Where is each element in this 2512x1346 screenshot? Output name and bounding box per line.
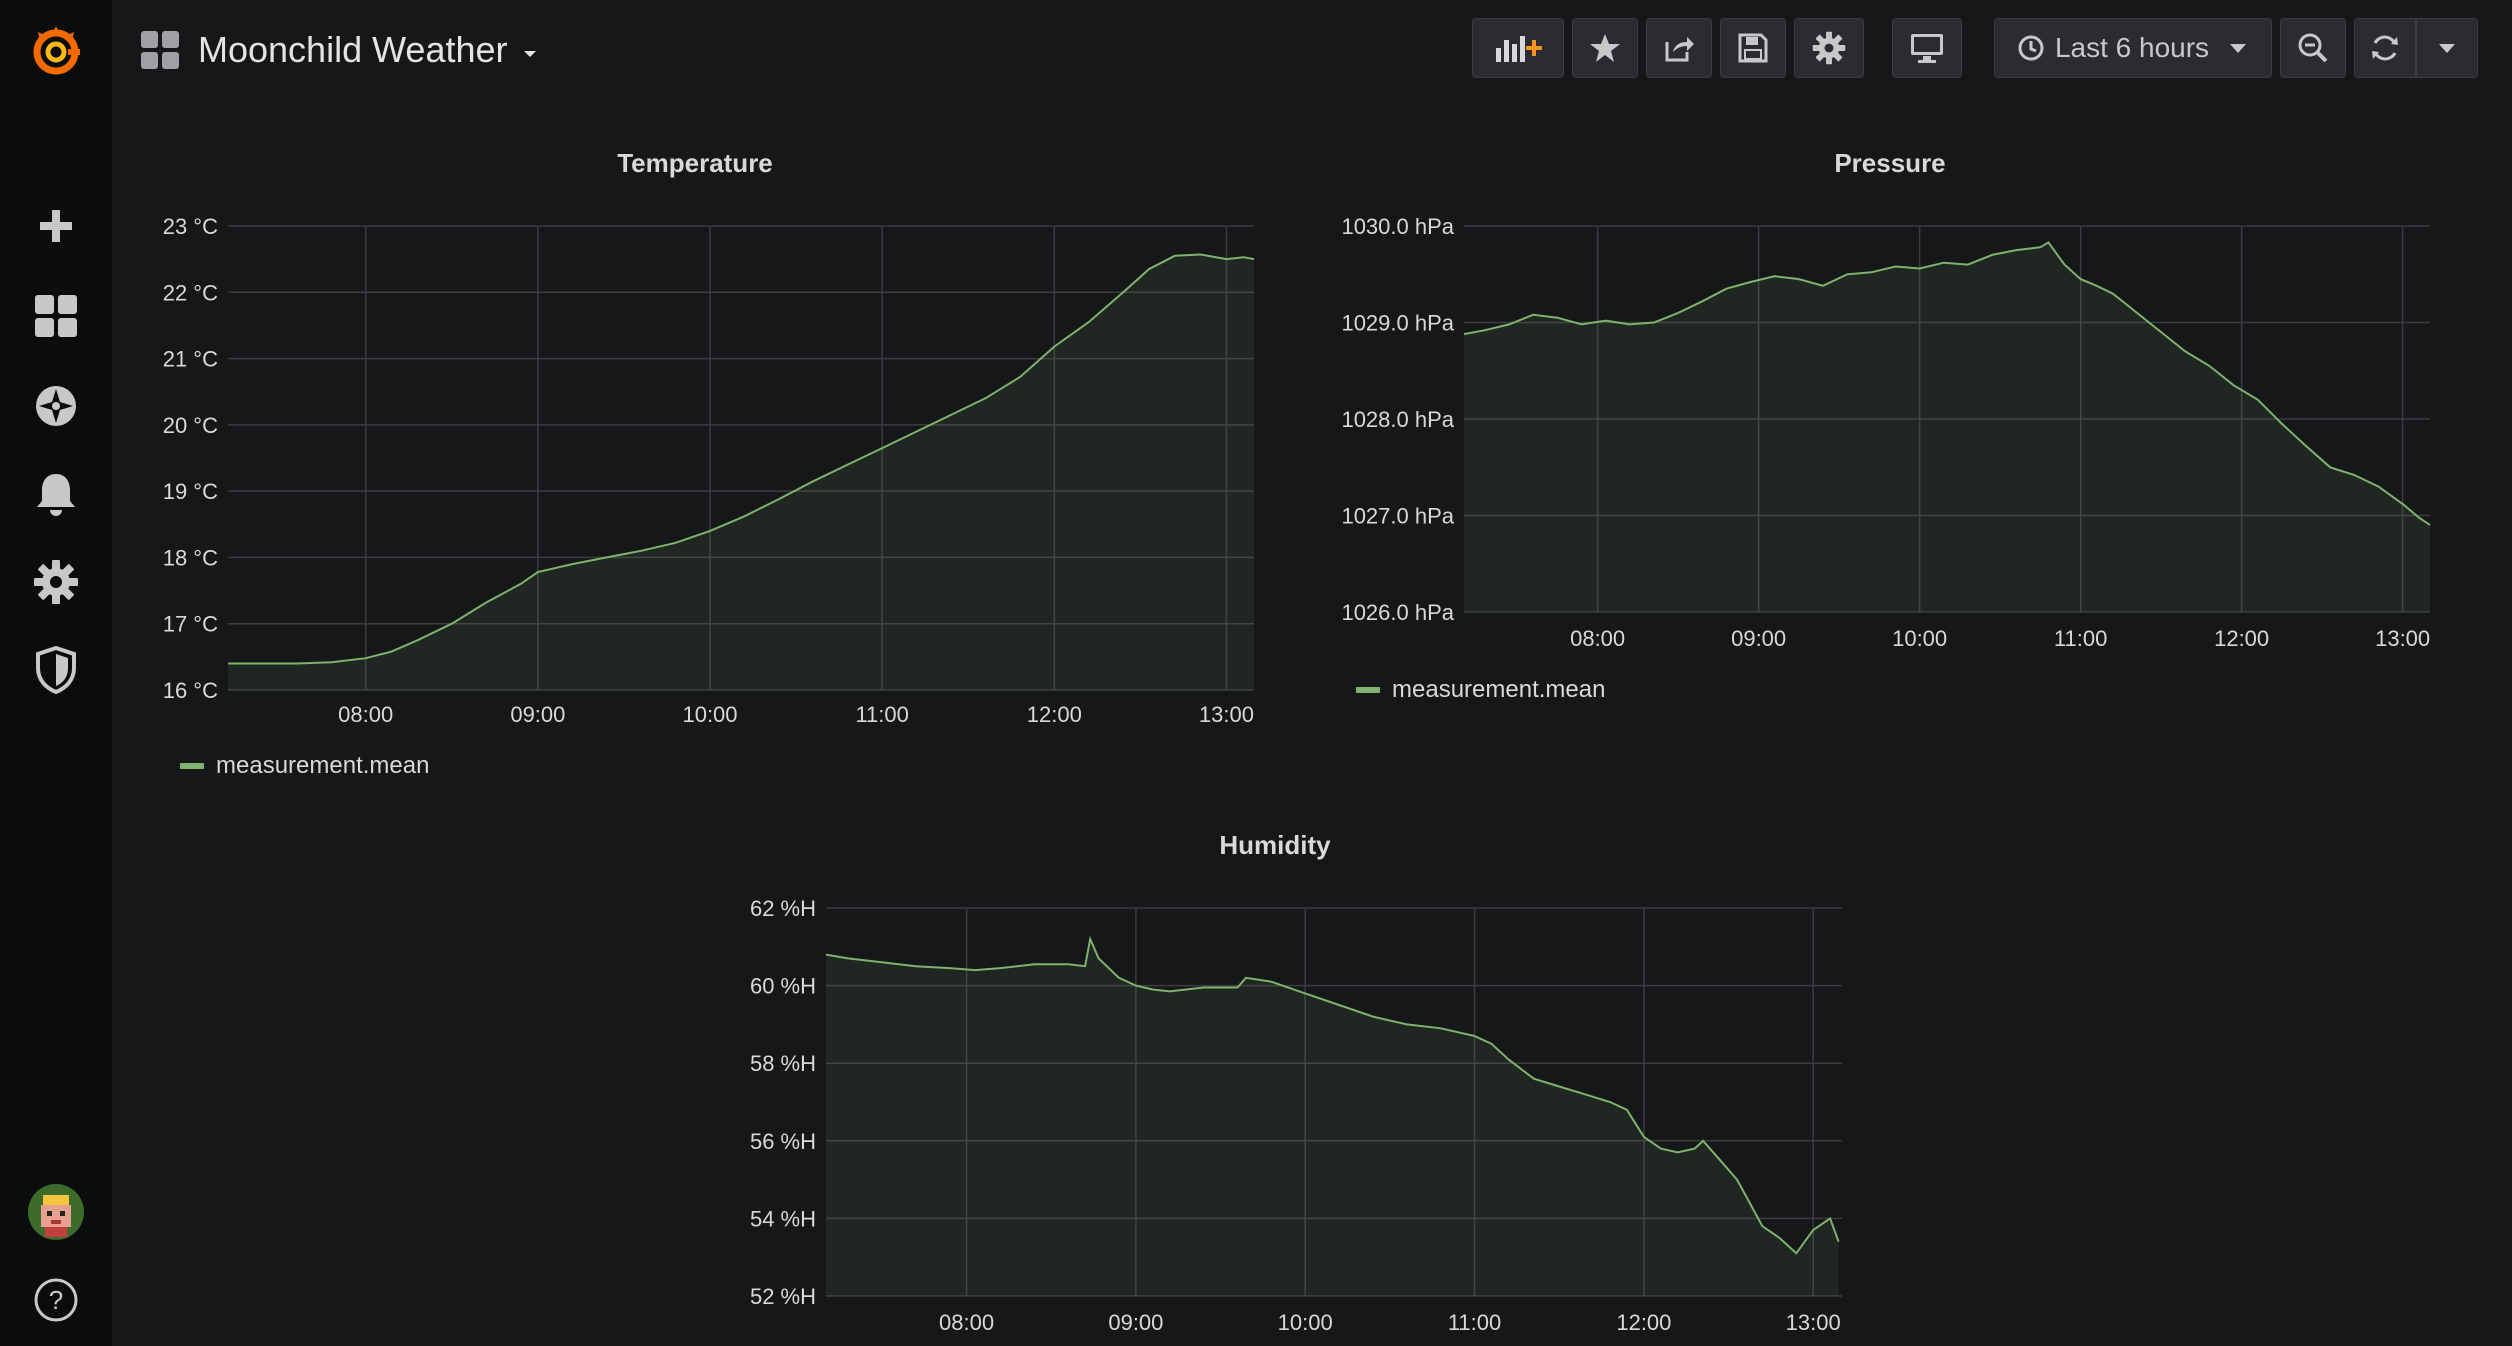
humidity-panel: Humidity 52 %H 54 %H 56 %H 58 %H 60 %H 62 %H 0… [700, 822, 1850, 1346]
tv-mode-button[interactable] [1892, 18, 1962, 78]
y-tick-label: 22 °C [163, 280, 218, 305]
caret-down-icon [2439, 44, 2455, 53]
y-tick-label: 1030.0 hPa [1341, 214, 1454, 239]
clock-icon [2018, 35, 2044, 61]
x-tick-label: 09:00 [1731, 626, 1786, 651]
x-tick-label: 13:00 [2375, 626, 2430, 651]
y-tick-label: 18 °C [163, 545, 218, 570]
gear-icon[interactable] [24, 550, 88, 614]
series-line[interactable] [1463, 241, 2431, 526]
y-tick-label: 17 °C [163, 612, 218, 637]
x-tick-label: 11:00 [1448, 1310, 1501, 1335]
x-tick-label: 12:00 [1616, 1310, 1671, 1335]
x-tick-label: 12:00 [2214, 626, 2269, 651]
x-tick-label: 11:00 [2054, 626, 2107, 651]
zoom-out-button[interactable] [2280, 18, 2346, 78]
settings-button[interactable] [1794, 18, 1864, 78]
add-panel-button[interactable] [1472, 18, 1564, 78]
x-tick-label: 10:00 [1892, 626, 1947, 651]
legend-swatch [1356, 687, 1380, 693]
y-tick-label: 23 °C [163, 214, 218, 239]
y-tick-label: 1028.0 hPa [1341, 407, 1454, 432]
svg-text:?: ? [49, 1285, 63, 1315]
y-tick-label: 62 %H [750, 896, 816, 921]
save-icon [1738, 33, 1768, 63]
panel-title[interactable]: Pressure [1834, 148, 1946, 178]
x-tick-label: 13:00 [1786, 1310, 1841, 1335]
x-tick-label: 10:00 [1278, 1310, 1333, 1335]
refresh-button[interactable] [2354, 18, 2416, 78]
panel-title[interactable]: Humidity [1219, 830, 1331, 860]
humidity-chart[interactable]: 52 %H 54 %H 56 %H 58 %H 60 %H 62 %H 08:00 09:00… [700, 822, 1850, 1346]
dashboards-icon[interactable] [24, 284, 88, 348]
x-tick-label: 13:00 [1199, 702, 1254, 727]
x-tick-label: 10:00 [682, 702, 737, 727]
bell-icon[interactable] [24, 462, 88, 526]
grafana-logo-icon[interactable] [24, 18, 88, 82]
x-tick-label: 11:00 [855, 702, 908, 727]
add-panel-icon [1496, 36, 1542, 62]
dashboards-icon [141, 31, 179, 69]
caret-down-icon [523, 51, 536, 57]
zoom-out-icon [2298, 33, 2328, 63]
series-line[interactable] [228, 253, 1255, 665]
legend-label: measurement.mean [1392, 676, 1606, 703]
legend-item[interactable]: measurement.mean [180, 752, 429, 780]
y-tick-label: 52 %H [750, 1284, 816, 1309]
y-tick-label: 60 %H [750, 974, 816, 999]
y-tick-label: 16 °C [163, 678, 218, 703]
series-area-fill [826, 939, 1839, 1296]
refresh-icon [2372, 35, 2398, 61]
series-area-fill [228, 254, 1254, 690]
shield-icon[interactable] [24, 638, 88, 702]
plus-icon[interactable] [24, 194, 88, 258]
x-tick-label: 08:00 [939, 1310, 994, 1335]
y-tick-label: 54 %H [750, 1206, 816, 1231]
caret-down-icon [2230, 44, 2247, 53]
share-button[interactable] [1646, 18, 1712, 78]
x-tick-label: 08:00 [338, 702, 393, 727]
x-tick-label: 09:00 [1108, 1310, 1163, 1335]
explore-compass-icon[interactable] [24, 374, 88, 438]
x-tick-label: 12:00 [1027, 702, 1082, 727]
pressure-chart[interactable]: 1026.0 hPa 1027.0 hPa 1028.0 hPa 1029.0 hPa… [1290, 140, 2490, 720]
star-icon [1590, 34, 1620, 62]
y-tick-label: 20 °C [163, 413, 218, 438]
y-tick-label: 1026.0 hPa [1341, 600, 1454, 625]
time-range-label: Last 6 hours [2054, 32, 2210, 63]
y-tick-label: 56 %H [750, 1129, 816, 1154]
series-line[interactable] [825, 935, 1840, 1255]
y-tick-label: 58 %H [750, 1051, 816, 1076]
legend-label: measurement.mean [216, 752, 430, 779]
legend-item[interactable]: measurement.mean [1356, 676, 1605, 704]
panel-title[interactable]: Temperature [617, 148, 773, 178]
y-tick-label: 1027.0 hPa [1341, 504, 1454, 529]
temperature-chart[interactable]: 16 °C 17 °C 18 °C 19 °C 20 °C 21 °C 22 °C 23 °C… [120, 140, 1270, 800]
avatar[interactable] [24, 1180, 88, 1244]
pressure-panel: Pressure 1026.0 hPa 1027.0 hPa 1028.0 hPa 1… [1290, 140, 2490, 720]
y-tick-label: 21 °C [163, 347, 218, 372]
monitor-icon [1911, 34, 1943, 63]
legend-swatch [180, 763, 204, 769]
x-tick-label: 09:00 [510, 702, 565, 727]
gear-icon [1812, 31, 1846, 65]
help-icon[interactable]: ? [24, 1268, 88, 1332]
sidebar: ? [0, 0, 112, 1346]
refresh-interval-dropdown[interactable] [2416, 18, 2478, 78]
y-tick-label: 1029.0 hPa [1341, 311, 1454, 336]
y-tick-label: 19 °C [163, 479, 218, 504]
top-navbar: Moonchild Weather [112, 0, 2512, 100]
dashboard-picker[interactable]: Moonchild Weather [140, 22, 540, 78]
x-tick-label: 08:00 [1570, 626, 1625, 651]
dashboard-title: Moonchild Weather [198, 29, 508, 70]
series-area-fill [1464, 242, 2430, 612]
save-button[interactable] [1720, 18, 1786, 78]
time-range-picker[interactable]: Last 6 hours [1994, 18, 2272, 78]
temperature-panel: Temperature 16 °C 17 °C 18 °C 19 °C 20 °C 21 … [120, 140, 1270, 800]
share-icon [1665, 37, 1694, 62]
star-button[interactable] [1572, 18, 1638, 78]
